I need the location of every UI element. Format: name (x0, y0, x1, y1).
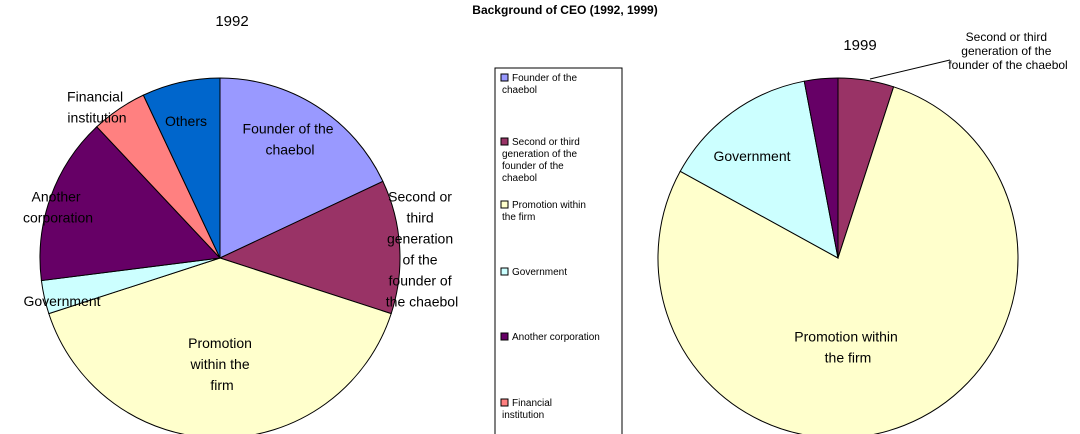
legend-box (494, 67, 623, 434)
legend-label: Government (512, 267, 567, 278)
pie (657, 77, 1019, 434)
slice-label: Second or third generation of the founde… (386, 188, 458, 309)
legend-swatch (500, 267, 509, 276)
legend-label: Promotion within the firm (502, 200, 589, 223)
legend-swatch (500, 398, 509, 407)
legend-label: Financial institution (502, 398, 555, 421)
legend-label: Another corporation (512, 332, 600, 343)
legend-label: Second or third generation of the founde… (502, 137, 583, 184)
slice-label: Government (23, 293, 100, 309)
legend-swatch (500, 200, 509, 209)
slice-label: Promotion within the firm (188, 335, 256, 393)
leader-line (869, 59, 951, 80)
chart-title: Background of CEO (1992, 1999) (472, 3, 657, 17)
legend-swatch (500, 332, 509, 341)
legend-label: Founder of the chaebol (502, 73, 580, 96)
pie-slice (679, 80, 839, 259)
legend-swatch (500, 73, 509, 82)
pie (39, 77, 401, 434)
slice-label: Government (713, 148, 790, 164)
slice-label: Others (165, 113, 207, 129)
legend-swatch (500, 137, 509, 146)
pie-slice (39, 126, 222, 282)
pie-title: 1992 (215, 13, 248, 30)
pie-slice (48, 257, 392, 434)
slice-label: Another corporation (23, 188, 93, 225)
pie-title: 1999 (843, 37, 876, 54)
pie-slice (218, 180, 401, 315)
pie-slice (803, 77, 839, 259)
slice-label: Second or third generation of the founde… (948, 30, 1067, 72)
slice-label: Founder of the chaebol (243, 120, 338, 157)
slice-label: Promotion within the firm (794, 328, 901, 365)
legend: Founder of the chaebol Second or third ge… (500, 73, 600, 421)
pie-slice (219, 77, 384, 259)
slice-label: Financial institution (67, 88, 127, 125)
pie-slice (142, 77, 221, 259)
pie-slice (657, 86, 1019, 434)
